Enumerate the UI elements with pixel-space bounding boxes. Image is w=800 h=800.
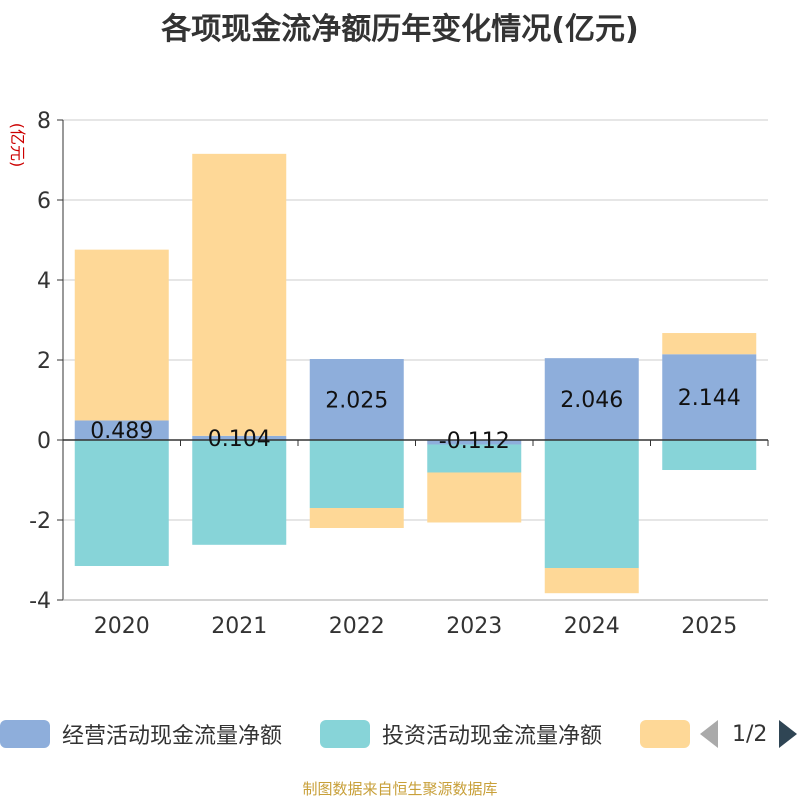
y-tick-label: -2 (29, 509, 51, 534)
bar-segment-s0 (74, 420, 169, 440)
data-label: 0.104 (208, 427, 271, 452)
x-tick-label: 2021 (211, 614, 267, 639)
legend-swatch (640, 720, 690, 748)
y-tick-label: 8 (37, 109, 51, 134)
legend-label: 经营活动现金流量净额 (62, 724, 283, 749)
x-tick-label: 2025 (681, 614, 737, 639)
y-tick-label: 0 (37, 429, 51, 454)
x-tick-label: 2020 (94, 614, 150, 639)
y-tick-label: -4 (29, 589, 51, 614)
legend-swatch (320, 720, 370, 748)
bar-segment-s2 (427, 472, 522, 523)
legend-pager: 1/2 (700, 716, 798, 752)
data-label: -0.112 (439, 429, 510, 454)
bar-segment-s0 (192, 435, 287, 440)
bar-segment-s1 (427, 444, 522, 473)
bar-segment-s0 (544, 358, 639, 440)
legend-item-financing[interactable] (640, 716, 690, 752)
chart-title: 各项现金流净额历年变化情况(亿元) (161, 12, 639, 47)
bar-segment-s2 (309, 508, 404, 528)
bar-segment-s1 (192, 440, 287, 545)
y-tick-label: 4 (37, 269, 51, 294)
data-label: 2.025 (325, 389, 388, 414)
bars (74, 153, 757, 594)
next-page-icon[interactable] (779, 720, 798, 748)
legend-item-investing[interactable]: 投资活动现金流量净额 (320, 716, 602, 752)
data-source: 制图数据来自恒生聚源数据库 (302, 780, 498, 798)
x-tick-label: 2024 (564, 614, 620, 639)
bar-segment-s2 (662, 333, 757, 355)
bar-segment-s0 (427, 440, 522, 445)
y-tick-label: 6 (37, 189, 51, 214)
y-axis-label: (亿元) (8, 123, 27, 168)
bar-segment-s2 (544, 568, 639, 594)
bar-segment-s2 (192, 153, 287, 436)
data-label: 2.144 (678, 386, 741, 411)
bar-segment-s1 (74, 440, 169, 566)
bar-segment-s1 (662, 440, 757, 470)
data-label: 2.046 (560, 388, 623, 413)
y-tick-label: 2 (37, 349, 51, 374)
bar-segment-s2 (74, 249, 169, 421)
bar-segment-s0 (309, 359, 404, 440)
legend-swatch (0, 720, 50, 748)
legend-page-indicator: 1/2 (732, 721, 768, 747)
bar-segment-s0 (662, 354, 757, 440)
legend: 经营活动现金流量净额 投资活动现金流量净额 1/2 (0, 716, 800, 756)
prev-page-icon[interactable] (700, 720, 718, 748)
data-labels: 0.489 0.104 2.025 -0.112 2.046 2.144 (90, 386, 740, 454)
bar-segment-s1 (544, 440, 639, 568)
x-tick-label: 2022 (329, 614, 385, 639)
legend-label: 投资活动现金流量净额 (382, 724, 603, 749)
bar-segment-s1 (309, 440, 404, 508)
data-label: 0.489 (90, 419, 153, 444)
axes: -4 -2 0 2 4 6 8 2020 2021 2022 2023 2024 2025 (29, 109, 769, 639)
x-tick-label: 2023 (446, 614, 502, 639)
legend-item-operating[interactable]: 经营活动现金流量净额 (0, 716, 282, 752)
